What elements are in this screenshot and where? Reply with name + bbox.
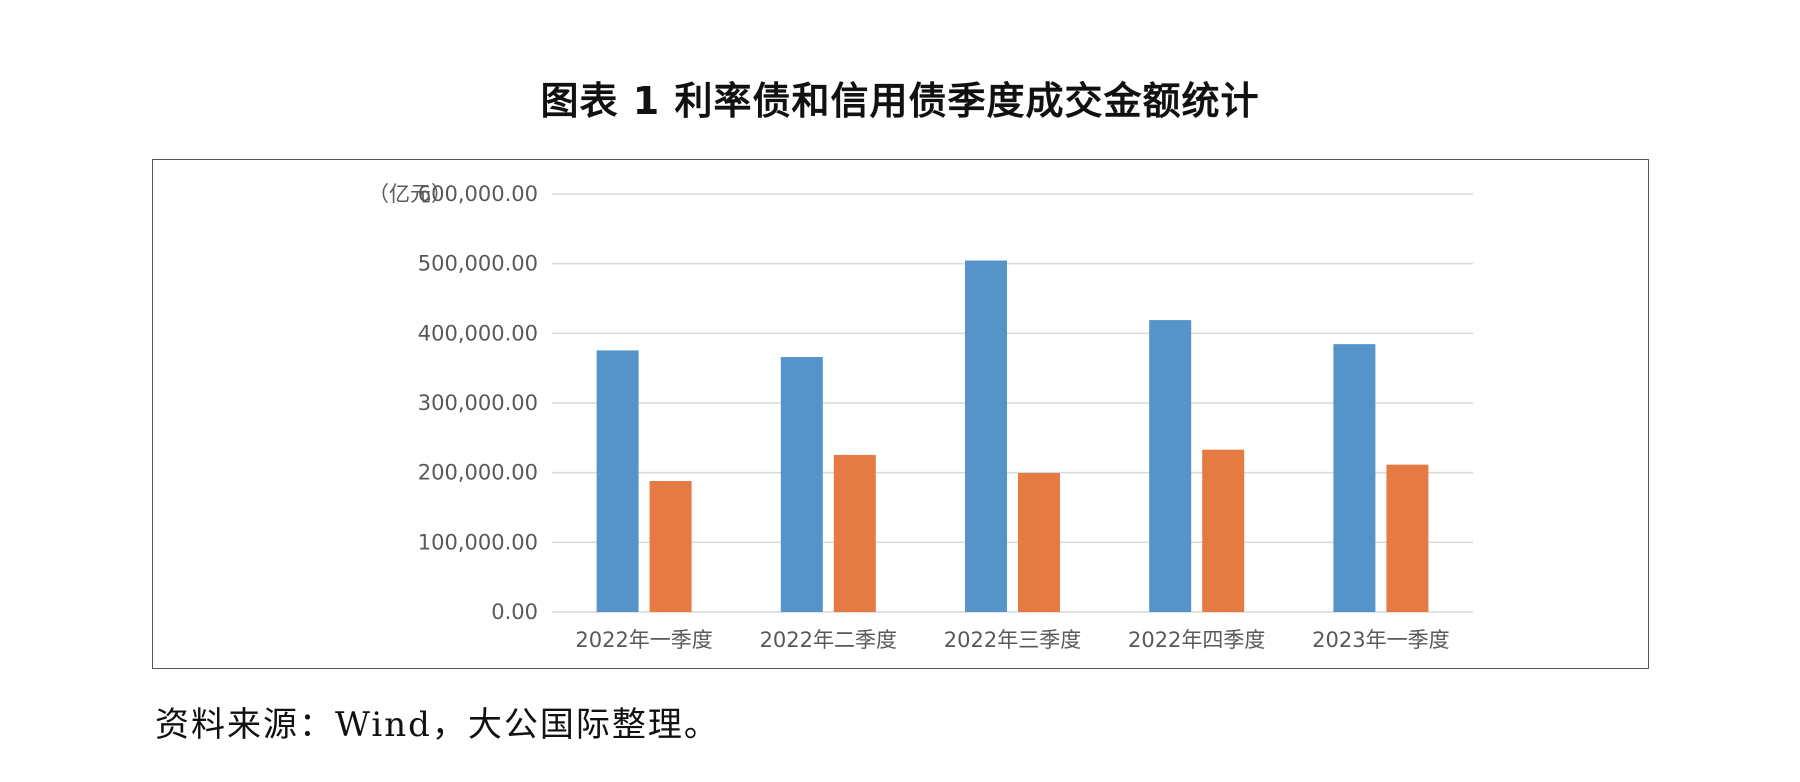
- y-axis-unit-label: （亿元）: [368, 182, 452, 206]
- bar-series-2: [649, 481, 692, 612]
- gridlines: [552, 193, 1473, 613]
- figure-title: 图表 1 利率债和信用债季度成交金额统计: [540, 79, 1260, 123]
- x-axis-ticks: 2022年一季度 2022年二季度 2022年三季度 2022年四季度 2023年一季度: [575, 628, 1449, 652]
- bar-series-1: [965, 260, 1007, 612]
- bar-series-2: [1202, 449, 1245, 612]
- bar-chart: 0.00 100,000.00 200,000.00 300,000.00 400,00…: [368, 182, 1473, 652]
- bars: [596, 260, 1429, 612]
- y-tick-label: 300,000.00: [418, 391, 538, 415]
- bar-series-1: [596, 350, 639, 612]
- bar-series-2: [1386, 464, 1429, 612]
- y-tick-label: 400,000.00: [418, 321, 538, 345]
- chart-frame: 0.00 100,000.00 200,000.00 300,000.00 400,00…: [152, 159, 1649, 669]
- y-tick-label: 600,000.00: [418, 182, 538, 206]
- y-tick-label: 100,000.00: [418, 530, 538, 554]
- bar-series-2: [1018, 473, 1060, 612]
- x-tick-label: 2022年二季度: [760, 628, 897, 652]
- bar-series-1: [1149, 320, 1192, 612]
- x-tick-label: 2022年四季度: [1128, 628, 1265, 652]
- bar-series-2: [833, 454, 876, 612]
- y-axis-ticks: 0.00 100,000.00 200,000.00 300,000.00 400,00…: [418, 182, 538, 624]
- source-note: 资料来源：Wind，大公国际整理。: [155, 705, 720, 745]
- y-tick-label: 500,000.00: [418, 252, 538, 276]
- x-tick-label: 2022年三季度: [944, 628, 1081, 652]
- bar-series-1: [1333, 344, 1376, 612]
- bar-series-1: [780, 357, 823, 612]
- y-tick-label: 0.00: [491, 600, 538, 624]
- x-tick-label: 2022年一季度: [575, 628, 712, 652]
- y-tick-label: 200,000.00: [418, 461, 538, 485]
- x-tick-label: 2023年一季度: [1312, 628, 1449, 652]
